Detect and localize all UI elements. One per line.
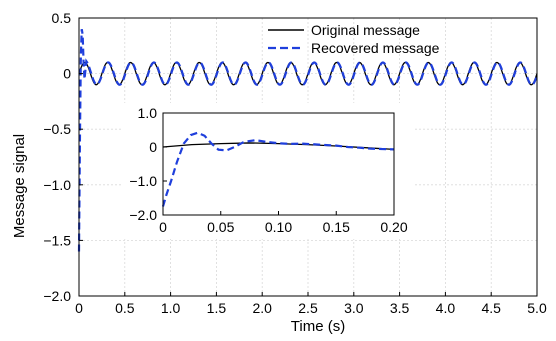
main-plot-frame [78, 17, 538, 297]
x-axis-label: Time (s) [291, 318, 345, 335]
main-x-tick-label: 5.0 [527, 300, 547, 316]
main-x-tick-label: 4.0 [436, 300, 456, 316]
inset-x-tick-label: 0.20 [380, 219, 407, 235]
inset-y-tick-label: −1.0 [129, 173, 157, 189]
main-y-tick-label: 0.5 [52, 10, 72, 26]
main-y-tick-label: −2.0 [43, 288, 71, 304]
series-recovered-message-line [77, 28, 539, 252]
inset-x-tick-label: 0 [159, 219, 167, 235]
main-x-tick-label: 1.0 [161, 300, 181, 316]
legend-label-recovered: Recovered message [311, 40, 440, 56]
inset-y-tick-label: 1.0 [138, 105, 158, 121]
main-y-tick-label: −0.5 [43, 121, 71, 137]
inset-series-group [161, 131, 395, 207]
main-x-tick-label: 1.5 [207, 300, 227, 316]
inset-x-tick-label: 0.15 [323, 219, 350, 235]
inset-x-tick-label: 0.05 [207, 219, 234, 235]
inset-tick-labels: 0 0.05 0.10 0.15 0.20 −2.0 −1.0 0 1.0 [129, 105, 407, 235]
inset-y-tick-label: 0 [149, 139, 157, 155]
main-y-tick-label: 0 [63, 66, 71, 82]
main-tick-labels: 0 0.5 1.0 1.5 2.0 2.5 3.0 3.5 4.0 4.5 5.0 −2.0 −1.5 −… [43, 10, 547, 316]
y-axis-label: Message signal [11, 134, 28, 238]
main-x-tick-label: 3.5 [390, 300, 410, 316]
main-y-tick-label: −1.0 [43, 177, 71, 193]
main-x-tick-label: 2.0 [252, 300, 272, 316]
main-x-tick-label: 4.5 [481, 300, 501, 316]
inset-series-recovered-line [161, 131, 395, 207]
inset-x-tick-label: 0.10 [265, 219, 292, 235]
legend: Original message Recovered message [268, 22, 440, 56]
main-y-tick-label: −1.5 [43, 232, 71, 248]
main-x-tick-label: 0.5 [115, 300, 135, 316]
inset-series-original-line [162, 142, 395, 151]
inset-backdrop [121, 103, 414, 239]
inset-plot-frame [162, 112, 395, 216]
legend-label-original: Original message [311, 22, 420, 38]
main-x-tick-label: 2.5 [298, 300, 318, 316]
main-x-tick-label: 0 [75, 300, 83, 316]
main-x-tick-label: 3.0 [344, 300, 364, 316]
main-series-group [77, 28, 539, 252]
inset-background [121, 103, 414, 239]
inset-y-tick-label: −2.0 [129, 207, 157, 223]
